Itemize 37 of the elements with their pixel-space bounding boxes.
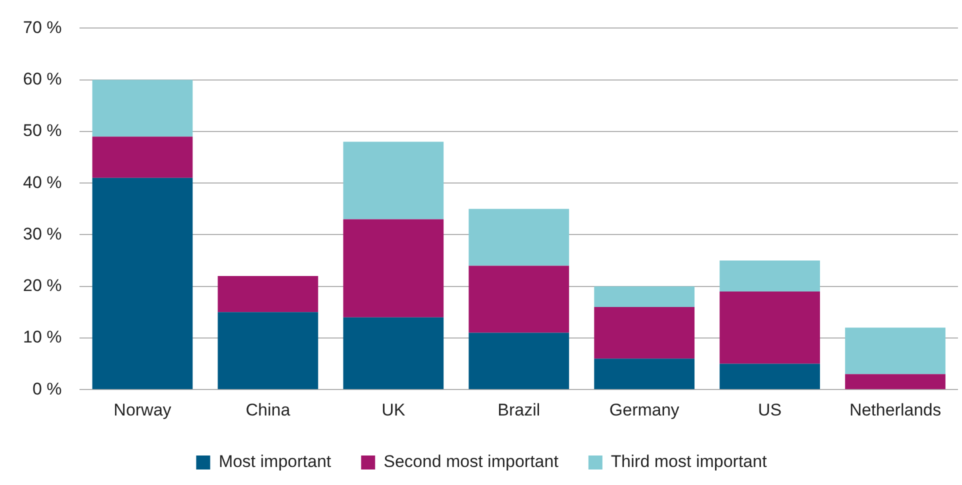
bar: [468, 266, 570, 333]
y-tick-label: 40 %: [23, 172, 62, 192]
bar: [468, 332, 570, 390]
y-tick-label: 50 %: [23, 121, 62, 140]
bar: [92, 178, 193, 390]
bar: [720, 292, 820, 364]
legend-label: Most important: [218, 452, 332, 472]
bar: [343, 219, 444, 318]
x-tick-label: China: [246, 400, 291, 420]
y-tick-label: 60 %: [23, 70, 62, 89]
bar: [594, 306, 695, 359]
y-tick-label: 0 %: [32, 379, 62, 398]
x-tick-label: Germany: [609, 400, 680, 420]
legend-label: Second most important: [384, 452, 559, 472]
bar: [218, 312, 318, 390]
bar: [845, 328, 946, 374]
bar: [845, 374, 946, 390]
x-tick-label: UK: [382, 400, 406, 420]
bar: [594, 286, 695, 307]
y-tick-label: 20 %: [23, 276, 62, 296]
y-tick-label: 30 %: [23, 224, 62, 244]
x-tick-label: Norway: [114, 400, 172, 420]
x-tick-label: Netherlands: [849, 400, 942, 420]
bar: [92, 80, 193, 137]
bar: [720, 260, 820, 292]
y-tick-label: 10 %: [23, 328, 62, 347]
bar: [720, 364, 820, 390]
bar: [468, 208, 570, 266]
x-tick-label: Brazil: [498, 400, 540, 420]
bar: [218, 276, 318, 312]
bar: [92, 136, 193, 178]
x-tick-label: US: [758, 400, 782, 420]
legend-label: Third most important: [610, 452, 768, 472]
bar: [343, 142, 444, 220]
bar: [594, 358, 695, 390]
y-tick-label: 70 %: [23, 18, 62, 37]
bar: [343, 317, 444, 390]
